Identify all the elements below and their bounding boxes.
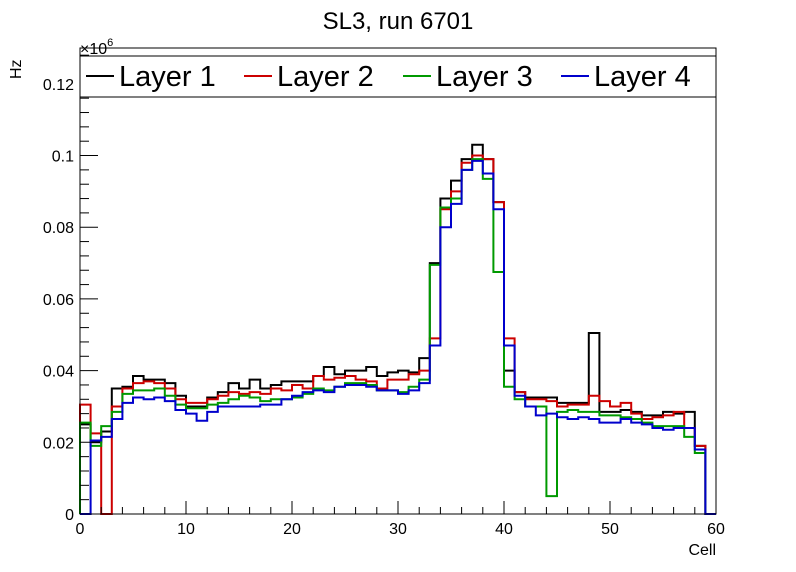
x-tick-label: 20 — [283, 521, 301, 538]
series-group — [79, 143, 716, 515]
y-tick-label: 0.04 — [43, 364, 74, 381]
x-tick-label: 10 — [177, 521, 195, 538]
x-axis-label: Cell — [688, 542, 716, 559]
x-axis: 0 10 20 30 40 50 60 — [76, 501, 725, 538]
y-tick-label: 0 — [65, 507, 74, 524]
chart-title: SL3, run 6701 — [323, 8, 474, 35]
series-line-layer-4 — [80, 159, 716, 515]
y-multiplier-label: ×106 — [80, 37, 113, 58]
legend: Layer 1 Layer 2 Layer 3 Layer 4 — [79, 55, 717, 98]
x-tick-label: 0 — [76, 521, 85, 538]
y-tick-label: 0.1 — [52, 149, 74, 166]
y-tick-label: 0.08 — [43, 220, 74, 237]
legend-label-layer-4: Layer 4 — [594, 61, 691, 93]
series-line-layer-1 — [79, 143, 716, 515]
y-tick-label: 0.02 — [43, 435, 74, 452]
y-tick-label: 0.06 — [43, 292, 74, 309]
y-axis-label: Hz — [8, 59, 25, 79]
x-tick-label: 60 — [707, 521, 725, 538]
series-line-layer-2 — [79, 154, 716, 515]
y-multiplier-exponent: 6 — [107, 37, 113, 49]
legend-label-layer-2: Layer 2 — [277, 61, 374, 93]
y-multiplier-base: ×10 — [80, 41, 107, 58]
legend-box — [79, 55, 717, 98]
legend-label-layer-3: Layer 3 — [436, 61, 533, 93]
y-tick-label: 0.12 — [43, 77, 74, 94]
legend-label-layer-1: Layer 1 — [119, 61, 216, 93]
x-tick-label: 50 — [601, 521, 619, 538]
x-tick-label: 30 — [389, 521, 407, 538]
y-axis: 0 0.02 0.04 0.06 0.08 0.1 0.12 — [43, 54, 98, 524]
x-tick-label: 40 — [495, 521, 513, 538]
